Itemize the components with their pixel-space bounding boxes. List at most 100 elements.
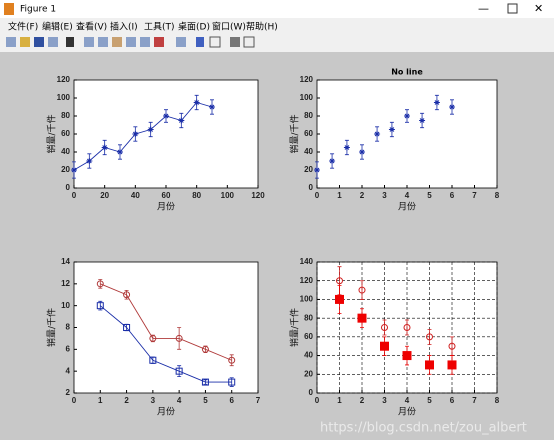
x-tick-label: 120 xyxy=(251,191,265,200)
data-point xyxy=(101,144,108,151)
error-bar xyxy=(382,319,387,336)
x-tick-label: 6 xyxy=(450,191,455,200)
x-tick-label: 0 xyxy=(72,191,77,200)
y-tick-label: 80 xyxy=(61,111,70,120)
x-tick-label: 3 xyxy=(382,191,387,200)
data-point xyxy=(123,291,131,299)
x-tick-label: 3 xyxy=(151,396,156,405)
tool-pan[interactable] xyxy=(112,37,122,47)
data-point xyxy=(132,131,139,137)
y-tick-label: 8 xyxy=(66,323,71,332)
tool-zoom-out[interactable] xyxy=(98,37,108,47)
y-tick-label: 40 xyxy=(304,351,313,360)
data-point xyxy=(193,99,200,106)
menu-item[interactable]: 窗口(W) xyxy=(212,21,246,33)
tool-new[interactable] xyxy=(6,37,16,47)
data-point xyxy=(359,149,365,155)
y-tick-label: 10 xyxy=(61,301,70,310)
x-tick-label: 60 xyxy=(162,191,171,200)
y-tick-label: 40 xyxy=(61,147,70,156)
data-point xyxy=(86,158,93,164)
data-point xyxy=(433,99,440,106)
data-point xyxy=(374,131,381,137)
x-tick-label: 8 xyxy=(495,191,500,200)
x-tick-label: 1 xyxy=(337,396,342,405)
data-point xyxy=(358,286,366,294)
tool-zoom-in[interactable] xyxy=(84,37,94,47)
tool-print[interactable] xyxy=(48,37,58,47)
plot-area xyxy=(73,79,259,189)
error-bar xyxy=(177,327,182,350)
y-tick-label: 2 xyxy=(66,388,71,397)
tool-open[interactable] xyxy=(20,37,30,47)
data-point xyxy=(449,104,455,110)
data-point xyxy=(96,280,104,288)
data-point xyxy=(123,324,131,331)
y-tick-label: 60 xyxy=(61,129,70,138)
menu-item[interactable]: 工具(T) xyxy=(144,22,175,33)
tool-link[interactable] xyxy=(176,37,186,47)
x-axis-label: 月份 xyxy=(398,201,416,213)
y-tick-label: 40 xyxy=(304,147,313,156)
data-point xyxy=(447,360,457,370)
x-tick-label: 6 xyxy=(450,396,455,405)
data-point xyxy=(336,277,343,285)
tool-colorbar[interactable] xyxy=(196,37,204,47)
tool-hide[interactable] xyxy=(230,37,240,47)
maximize[interactable] xyxy=(507,3,518,14)
x-axis-label: 月份 xyxy=(398,406,416,418)
close[interactable]: ✕ xyxy=(534,2,543,15)
y-tick-label: 140 xyxy=(300,257,314,266)
data-point xyxy=(388,126,395,133)
series-line xyxy=(100,283,232,361)
y-tick-label: 60 xyxy=(304,332,313,341)
data-point xyxy=(201,345,209,353)
x-tick-label: 4 xyxy=(405,191,410,200)
error-bar xyxy=(203,379,208,385)
tool-legend[interactable] xyxy=(209,36,221,48)
menu-bar: 文件(F) 编辑(E) 查看(V) 插入(I) 工具(T) 桌面(D) 窗口(W) 帮助(H) xyxy=(8,21,278,33)
x-tick-label: 6 xyxy=(229,396,234,405)
y-tick-label: 0 xyxy=(66,183,71,192)
y-tick-label: 120 xyxy=(57,75,71,84)
window-title: Figure 1 xyxy=(20,5,56,15)
tool-datacursor[interactable] xyxy=(140,37,150,47)
axes-title: No line xyxy=(391,68,423,77)
data-point xyxy=(228,356,236,364)
x-tick-label: 7 xyxy=(472,396,477,405)
menu-item[interactable]: 文件(F) xyxy=(8,21,38,33)
x-tick-label: 8 xyxy=(495,396,500,405)
x-tick-label: 0 xyxy=(72,396,77,405)
menu-item[interactable]: 编辑(E) xyxy=(42,21,73,33)
y-tick-label: 20 xyxy=(61,165,70,174)
data-point xyxy=(178,117,185,124)
data-point xyxy=(117,149,123,155)
series-line xyxy=(73,101,213,171)
data-point xyxy=(96,302,104,310)
tool-select[interactable] xyxy=(66,37,74,47)
y-tick-label: 0 xyxy=(309,183,314,192)
menu-item[interactable]: 插入(I) xyxy=(110,21,138,33)
menu-item[interactable]: 桌面(D) xyxy=(178,21,210,33)
y-tick-label: 100 xyxy=(57,93,71,102)
y-axis-label: 销量/千件 xyxy=(289,308,301,347)
y-tick-label: 4 xyxy=(66,366,71,375)
data-point xyxy=(175,367,183,375)
tool-rotate[interactable] xyxy=(126,37,136,47)
plot-area xyxy=(316,79,498,189)
x-tick-label: 0 xyxy=(315,396,320,405)
tool-show[interactable] xyxy=(243,36,255,48)
y-tick-label: 14 xyxy=(61,257,70,266)
data-point xyxy=(357,313,367,323)
data-point xyxy=(147,126,154,133)
x-tick-label: 40 xyxy=(131,191,140,200)
tool-save[interactable] xyxy=(34,37,44,47)
x-tick-label: 80 xyxy=(192,191,201,200)
error-bar xyxy=(177,365,182,378)
menu-item[interactable]: 查看(V) xyxy=(76,21,107,33)
menu-item[interactable]: 帮助(H) xyxy=(246,21,278,33)
tool-brush[interactable] xyxy=(154,37,164,47)
data-point xyxy=(343,144,350,151)
minimize[interactable]: — xyxy=(478,2,489,15)
